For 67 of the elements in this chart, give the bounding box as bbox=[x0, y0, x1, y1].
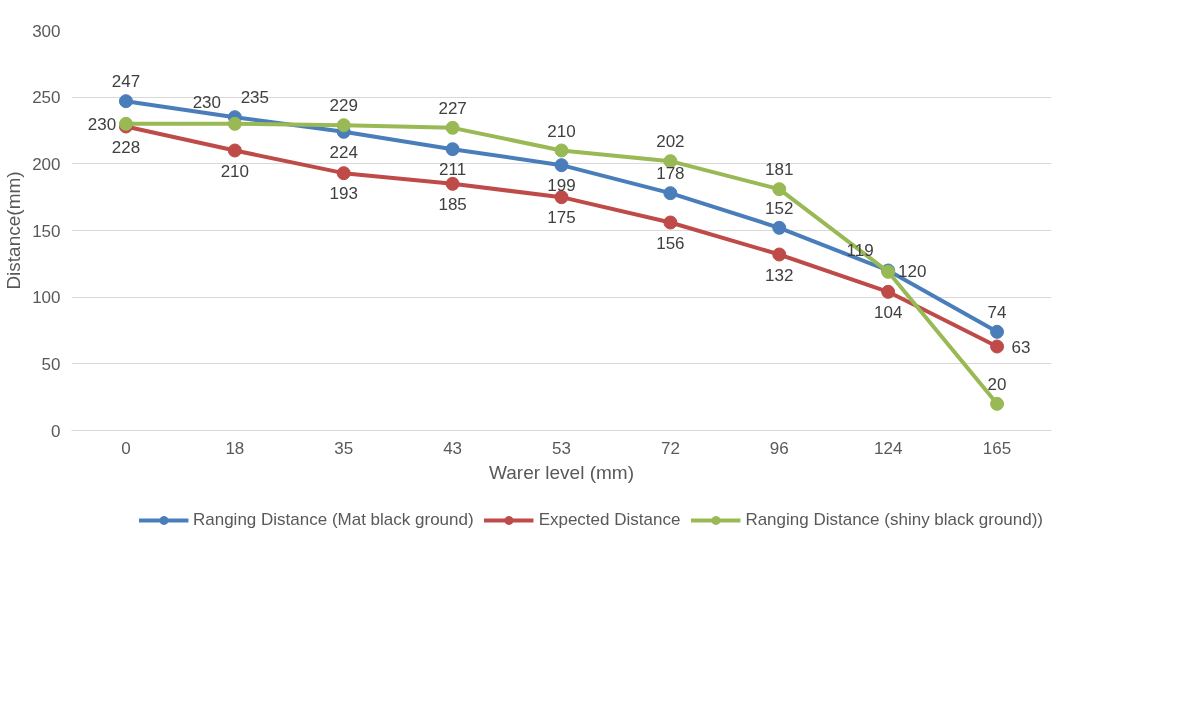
point bbox=[772, 182, 787, 197]
data-label: 178 bbox=[656, 164, 685, 184]
point bbox=[227, 143, 242, 158]
data-label: 63 bbox=[1011, 337, 1031, 357]
point bbox=[554, 190, 569, 205]
y-tick-label: 50 bbox=[41, 354, 61, 374]
y-tick-label: 250 bbox=[32, 88, 61, 108]
data-label: 175 bbox=[547, 208, 576, 228]
data-label: 152 bbox=[765, 198, 794, 218]
point bbox=[663, 186, 678, 201]
x-tick-label: 53 bbox=[552, 438, 571, 458]
point bbox=[772, 247, 787, 262]
data-label: 20 bbox=[987, 374, 1007, 394]
data-label: 227 bbox=[438, 98, 467, 118]
point bbox=[663, 215, 678, 230]
point bbox=[336, 118, 351, 133]
x-tick-label: 43 bbox=[443, 438, 463, 458]
x-tick-label: 18 bbox=[225, 438, 245, 458]
data-label: 181 bbox=[765, 160, 794, 180]
x-tick-label: 165 bbox=[982, 438, 1012, 458]
data-label: 156 bbox=[656, 233, 685, 253]
data-label: 230 bbox=[87, 114, 117, 134]
data-label: 199 bbox=[547, 176, 576, 196]
x-tick-label: 0 bbox=[121, 438, 131, 458]
data-label: 228 bbox=[111, 137, 141, 157]
data-label: 120 bbox=[897, 261, 927, 281]
y-tick-label: 200 bbox=[32, 154, 61, 174]
point bbox=[336, 166, 351, 181]
legend-label: Ranging Distance (Mat black ground) bbox=[192, 510, 474, 530]
point bbox=[881, 284, 896, 299]
point bbox=[990, 396, 1005, 411]
point bbox=[990, 339, 1005, 354]
point bbox=[445, 176, 460, 191]
point bbox=[118, 94, 133, 109]
x-axis-title: Warer level (mm) bbox=[489, 461, 634, 483]
point bbox=[990, 324, 1005, 339]
data-label: 132 bbox=[765, 265, 794, 285]
y-tick-label: 0 bbox=[51, 421, 61, 441]
data-label: 247 bbox=[111, 72, 141, 92]
data-label: 74 bbox=[987, 302, 1007, 322]
y-tick-label: 100 bbox=[32, 288, 61, 308]
y-axis-title: Distance(mm) bbox=[3, 171, 25, 290]
x-tick-label: 124 bbox=[873, 438, 903, 458]
data-label: 193 bbox=[329, 184, 358, 204]
point bbox=[772, 220, 787, 235]
data-label: 210 bbox=[547, 121, 576, 141]
y-tick-label: 150 bbox=[32, 221, 61, 241]
point bbox=[227, 116, 242, 131]
data-label: 230 bbox=[192, 92, 222, 112]
legend-label: Ranging Distance (shiny black ground)) bbox=[745, 510, 1044, 530]
x-tick-label: 35 bbox=[334, 438, 354, 458]
data-label: 229 bbox=[329, 96, 358, 116]
x-tick-label: 72 bbox=[660, 438, 680, 458]
data-label: 202 bbox=[656, 132, 685, 152]
x-tick-label: 96 bbox=[769, 438, 789, 458]
data-label: 235 bbox=[240, 88, 270, 108]
legend-label: Expected Distance bbox=[538, 510, 681, 530]
y-tick-label: 300 bbox=[32, 21, 61, 41]
data-label: 210 bbox=[220, 161, 250, 181]
point bbox=[554, 158, 569, 173]
data-label: 185 bbox=[438, 194, 467, 214]
data-label: 211 bbox=[439, 160, 467, 180]
point bbox=[445, 142, 460, 157]
point bbox=[554, 143, 569, 158]
data-label: 224 bbox=[329, 142, 358, 162]
point bbox=[445, 120, 460, 135]
data-label: 104 bbox=[873, 302, 903, 322]
